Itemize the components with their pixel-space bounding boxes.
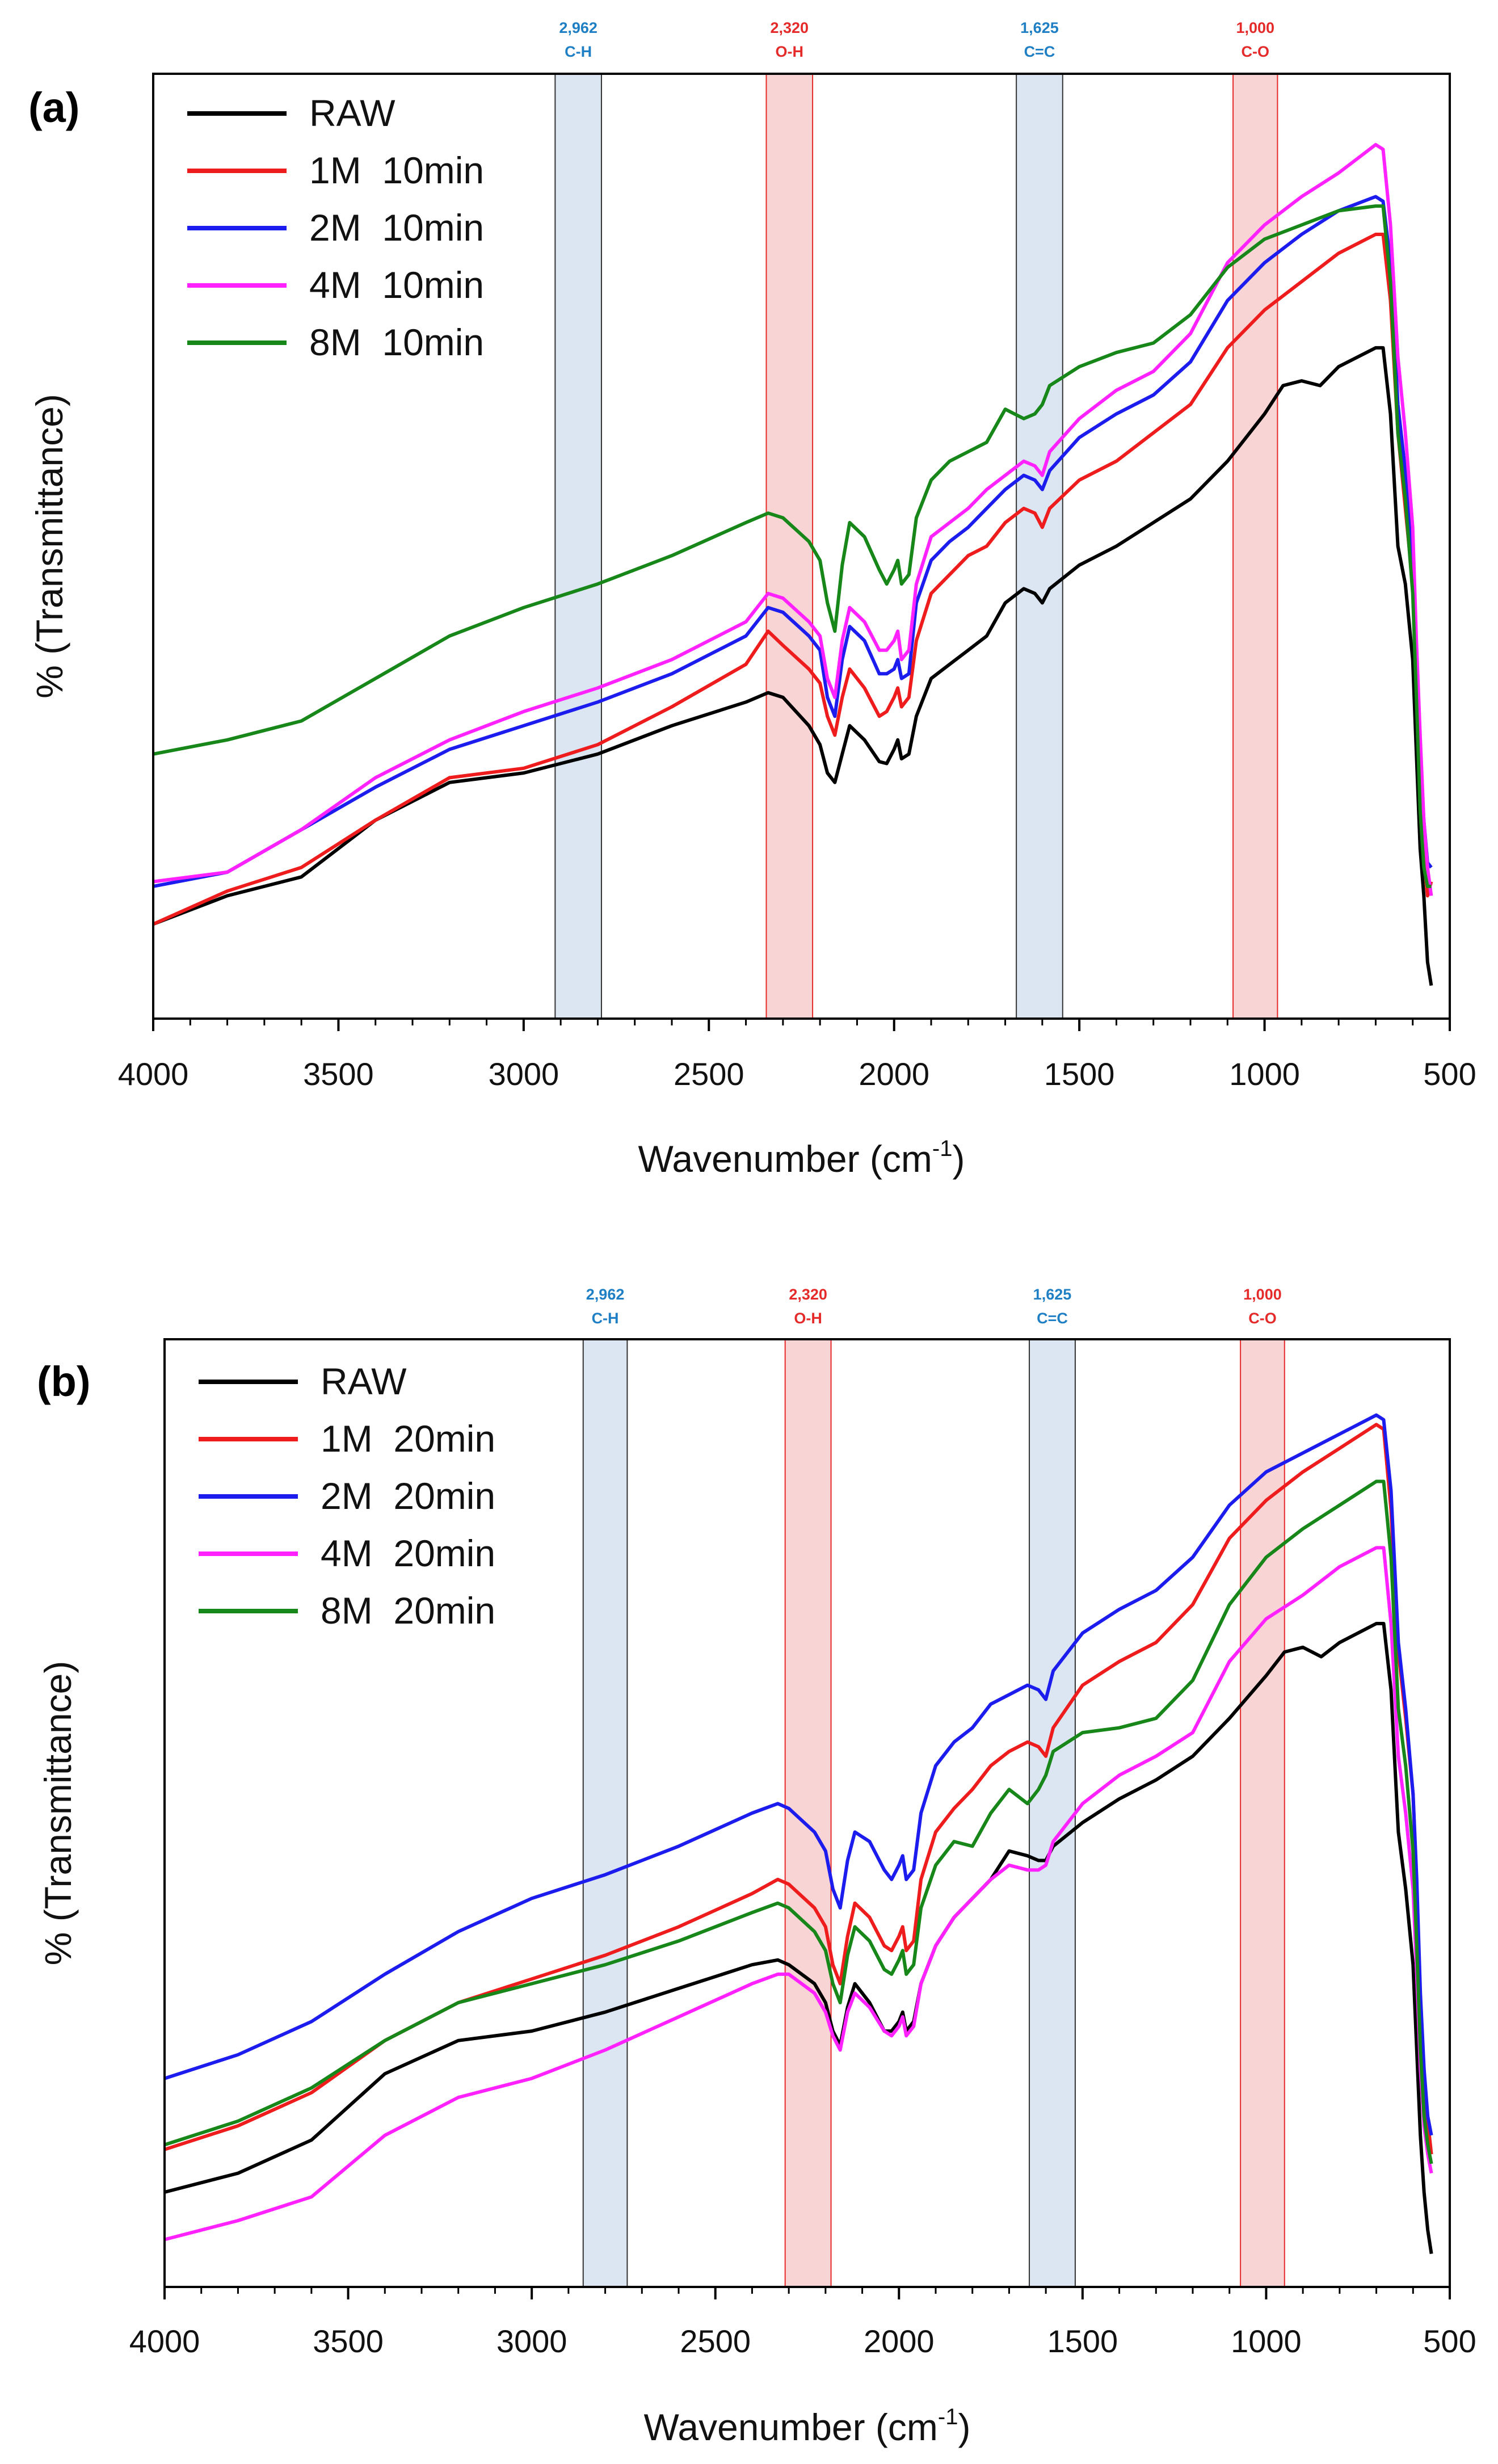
band-c=c [1016,73,1063,1019]
legend-entry-label: 1M 20min [321,1418,495,1460]
x-axis-label: Wavenumber (cm-1) [638,1136,965,1180]
chart-panel-b: 2,962 C-H 2,320 O-H 1,625 C=C 1,000 C-O 4000 3500… [37,1286,1476,2448]
band-value-label: 2,320 [770,19,809,36]
band-value-label: 1,625 [1020,19,1059,36]
legend-entry-label: RAW [321,1360,407,1402]
series-line-3 [153,142,1433,896]
series-line-4 [153,204,1432,888]
band-value-label: 2,962 [586,1286,625,1303]
x-tick-label: 2500 [680,2323,751,2359]
legend-entry-label: 2M 10min [309,207,484,249]
band-c-h [554,73,602,1019]
series-line-4 [164,1479,1433,2164]
x-tick-label: 2500 [674,1056,744,1092]
x-tick-label: 1000 [1231,2323,1302,2359]
legend-entry-label: 1M 10min [309,149,484,191]
plot-frame [163,1338,1451,2288]
x-tick-label: 3000 [489,1056,559,1092]
panel-label: (a) [28,84,79,131]
x-tick-label: 1500 [1047,2323,1118,2359]
series-line-1 [152,233,1433,926]
band-o-h [765,73,814,1019]
chart-panel-a: 2,962 C-H 2,320 O-H 1,625 C=C 1,000 C-O 4000 3500… [28,19,1476,1180]
legend-entry-label: RAW [309,92,395,134]
band-value-label: 1,625 [1033,1286,1072,1303]
x-axis-label: Wavenumber (cm-1) [644,2404,971,2448]
band-bond-label: C=C [1037,1310,1068,1327]
x-tick-label: 3000 [496,2323,567,2359]
band-value-label: 1,000 [1243,1286,1282,1303]
x-tick-label: 3500 [303,1056,374,1092]
panel-label: (b) [37,1358,91,1405]
x-tick-label: 500 [1423,1056,1476,1092]
band-bond-label: C=C [1024,43,1055,60]
band-value-label: 2,962 [559,19,597,36]
x-tick-label: 4000 [129,2323,200,2359]
y-axis-label: % (Transmittance) [28,394,70,699]
x-tick-label: 3500 [313,2323,384,2359]
x-tick-label: 4000 [118,1056,189,1092]
band-value-label: 2,320 [789,1286,827,1303]
legend-entry-label: 4M 20min [321,1532,495,1574]
series-line-3 [164,1546,1433,2242]
band-value-label: 1,000 [1236,19,1274,36]
band-bond-label: O-H [794,1310,822,1327]
band-c-o [1232,73,1278,1019]
x-tick-label: 2000 [864,2323,935,2359]
legend-entry-label: 4M 10min [309,264,484,306]
y-axis-label: % (Transmittance) [37,1661,79,1966]
band-c-o [1240,1339,1285,2288]
band-c-h [582,1339,628,2288]
legend-entry-label: 2M 20min [321,1475,495,1517]
series-line-0 [152,346,1433,986]
band-bond-label: C-O [1242,43,1270,60]
series-line-2 [164,1413,1433,2136]
legend-entry-label: 8M 20min [321,1590,495,1632]
x-tick-label: 500 [1423,2323,1476,2359]
plot-frame [152,73,1451,1020]
band-bond-label: C-H [592,1310,619,1327]
band-bond-label: C-H [565,43,592,60]
band-bond-label: C-O [1248,1310,1277,1327]
x-tick-label: 1000 [1229,1056,1300,1092]
x-tick-label: 2000 [859,1056,929,1092]
x-tick-label: 1500 [1044,1056,1115,1092]
band-c=c [1029,1339,1076,2288]
band-bond-label: O-H [776,43,804,60]
legend-entry-label: 8M 10min [309,321,484,363]
